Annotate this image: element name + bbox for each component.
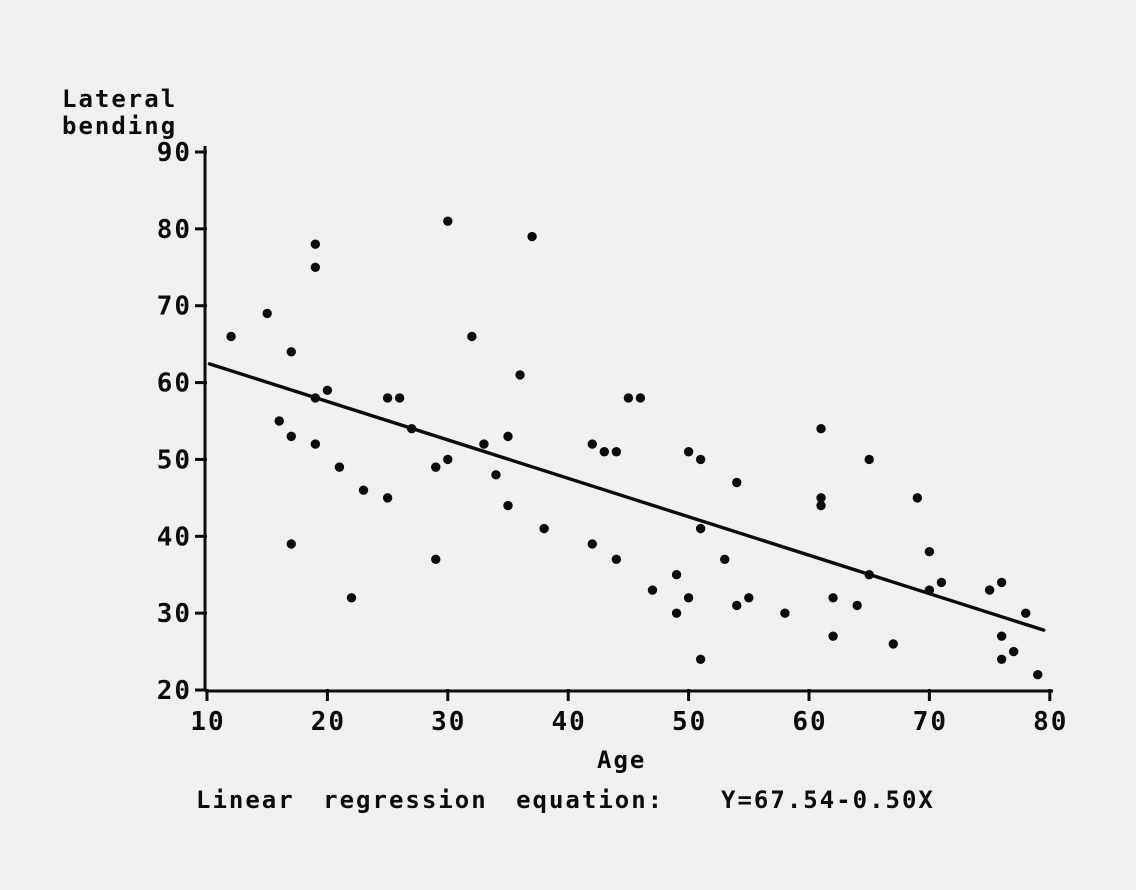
- x-tick-label: 10: [190, 707, 225, 737]
- y-axis-title-line-1: Lateral: [62, 85, 178, 113]
- data-point: [912, 493, 923, 503]
- data-point: [671, 570, 682, 580]
- data-point: [780, 608, 790, 618]
- data-point: [732, 600, 742, 611]
- data-point: [406, 423, 417, 434]
- data-point: [816, 493, 826, 503]
- data-point: [431, 554, 441, 565]
- data-point: [346, 593, 357, 603]
- x-tick-label: 60: [792, 707, 827, 737]
- data-point: [226, 331, 236, 342]
- data-point: [924, 585, 935, 595]
- data-point: [503, 500, 513, 511]
- data-point: [683, 593, 694, 603]
- regression-line: [207, 362, 1046, 632]
- data-point: [274, 416, 284, 426]
- x-tick-label: 30: [431, 707, 466, 737]
- data-point: [539, 523, 549, 534]
- data-point: [443, 454, 453, 465]
- data-point: [587, 439, 597, 449]
- data-point: [286, 539, 296, 549]
- data-point: [828, 631, 838, 641]
- x-tick-label: 80: [1033, 707, 1068, 737]
- data-point: [358, 485, 369, 495]
- data-point: [695, 523, 706, 534]
- data-point: [864, 454, 874, 465]
- data-point: [924, 546, 935, 557]
- data-point: [828, 593, 838, 603]
- data-point: [695, 654, 706, 664]
- data-point: [286, 347, 296, 357]
- data-point: [671, 608, 682, 618]
- data-point: [611, 447, 622, 457]
- data-point: [984, 585, 995, 595]
- y-tick-label: 40: [157, 522, 192, 552]
- data-point: [732, 477, 742, 488]
- data-point: [310, 393, 321, 403]
- data-point: [322, 385, 333, 395]
- data-point: [744, 593, 754, 603]
- data-point: [647, 585, 658, 595]
- data-point: [996, 631, 1007, 641]
- data-point: [382, 393, 393, 403]
- data-point: [310, 439, 321, 449]
- data-point: [936, 577, 947, 588]
- data-point: [1033, 669, 1043, 680]
- data-point: [1021, 608, 1031, 618]
- data-point: [611, 554, 622, 565]
- y-tick-label: 70: [157, 292, 192, 322]
- y-tick-label: 30: [157, 599, 192, 629]
- y-axis-title-line-2: bending: [62, 112, 178, 140]
- x-tick-label: 70: [913, 707, 948, 737]
- data-point: [587, 539, 597, 549]
- data-point: [816, 500, 826, 511]
- y-tick-label: 80: [157, 215, 192, 245]
- x-tick-label: 50: [672, 707, 707, 737]
- x-axis-title: Age: [597, 746, 647, 774]
- data-point: [334, 462, 345, 472]
- data-point: [864, 570, 874, 580]
- data-point: [310, 262, 321, 272]
- regression-caption: Linear regression equation: Y=67.54-0.50…: [196, 786, 935, 814]
- data-point: [996, 577, 1007, 588]
- y-tick-label: 50: [157, 445, 192, 475]
- data-point: [996, 654, 1007, 664]
- data-point: [599, 447, 610, 457]
- x-tick-label: 20: [311, 707, 346, 737]
- data-point: [527, 231, 537, 242]
- data-point: [515, 370, 525, 380]
- data-point: [816, 423, 826, 434]
- data-point: [286, 431, 296, 442]
- data-point: [683, 447, 694, 457]
- data-point: [635, 393, 646, 403]
- data-point: [695, 454, 706, 465]
- y-axis-title: Lateral bending: [62, 86, 177, 140]
- data-point: [262, 308, 272, 319]
- y-tick-label: 90: [157, 138, 192, 168]
- data-point: [1008, 646, 1019, 657]
- x-tick-label: 40: [552, 707, 587, 737]
- data-point: [467, 331, 477, 342]
- data-point: [310, 239, 321, 249]
- data-point: [623, 393, 634, 403]
- y-tick-label: 20: [157, 676, 192, 706]
- data-point: [888, 639, 898, 649]
- data-point: [479, 439, 489, 449]
- data-point: [394, 393, 405, 403]
- data-point: [503, 431, 513, 442]
- data-point: [443, 216, 453, 226]
- data-point: [382, 493, 393, 503]
- data-point: [720, 554, 730, 565]
- y-tick-label: 60: [157, 369, 192, 399]
- data-point: [852, 600, 862, 611]
- data-point: [431, 462, 441, 472]
- data-point: [491, 470, 501, 480]
